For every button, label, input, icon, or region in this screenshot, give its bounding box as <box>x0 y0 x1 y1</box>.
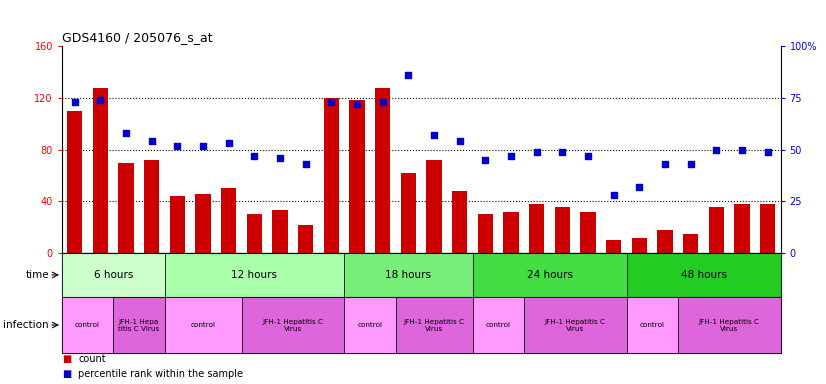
Point <box>376 99 389 105</box>
Point <box>428 132 441 138</box>
Bar <box>472 297 524 353</box>
Point <box>120 130 133 136</box>
Text: 18 hours: 18 hours <box>386 270 431 280</box>
Bar <box>62 297 113 353</box>
Text: ■: ■ <box>62 369 71 379</box>
Bar <box>627 253 781 297</box>
Text: infection: infection <box>3 320 49 330</box>
Point <box>197 142 210 149</box>
Bar <box>709 207 724 253</box>
Bar <box>452 191 468 253</box>
Bar <box>627 297 678 353</box>
Point <box>273 155 287 161</box>
Bar <box>298 225 313 253</box>
Point <box>505 153 518 159</box>
Bar <box>375 88 391 253</box>
Bar <box>344 253 472 297</box>
Text: control: control <box>358 322 382 328</box>
Point <box>401 72 415 78</box>
Text: JFH-1 Hepatitis C
Virus: JFH-1 Hepatitis C Virus <box>404 319 464 331</box>
Point <box>658 161 672 167</box>
Point <box>633 184 646 190</box>
Text: control: control <box>640 322 665 328</box>
Bar <box>324 98 339 253</box>
Bar <box>657 230 672 253</box>
Point <box>350 101 363 107</box>
Bar <box>164 253 344 297</box>
Bar <box>118 162 134 253</box>
Bar <box>678 297 781 353</box>
Bar <box>241 297 344 353</box>
Bar <box>524 297 627 353</box>
Point <box>145 138 159 144</box>
Bar <box>581 212 596 253</box>
Point <box>735 147 748 153</box>
Bar <box>67 111 83 253</box>
Point <box>325 99 338 105</box>
Point <box>684 161 697 167</box>
Point <box>530 149 544 155</box>
Text: count: count <box>78 354 106 364</box>
Text: 24 hours: 24 hours <box>527 270 572 280</box>
Bar <box>170 196 185 253</box>
Point <box>607 192 620 198</box>
Bar <box>273 210 287 253</box>
Bar <box>349 101 365 253</box>
Point <box>582 153 595 159</box>
Text: 48 hours: 48 hours <box>681 270 727 280</box>
Bar <box>396 297 472 353</box>
Text: JFH-1 Hepatitis C
Virus: JFH-1 Hepatitis C Virus <box>545 319 605 331</box>
Text: percentile rank within the sample: percentile rank within the sample <box>78 369 244 379</box>
Bar <box>472 253 627 297</box>
Point <box>94 97 107 103</box>
Bar <box>606 240 621 253</box>
Bar <box>503 212 519 253</box>
Point <box>69 99 82 105</box>
Point <box>479 157 492 163</box>
Bar <box>344 297 396 353</box>
Bar <box>555 207 570 253</box>
Text: time: time <box>26 270 49 280</box>
Bar <box>113 297 164 353</box>
Text: control: control <box>75 322 100 328</box>
Point <box>761 149 774 155</box>
Bar <box>632 238 647 253</box>
Bar <box>144 160 159 253</box>
Text: GDS4160 / 205076_s_at: GDS4160 / 205076_s_at <box>62 31 212 44</box>
Text: control: control <box>486 322 510 328</box>
Text: control: control <box>191 322 216 328</box>
Bar <box>426 160 442 253</box>
Bar <box>401 173 416 253</box>
Text: 6 hours: 6 hours <box>93 270 133 280</box>
Point <box>299 161 312 167</box>
Point <box>710 147 723 153</box>
Bar <box>93 88 108 253</box>
Bar <box>247 214 262 253</box>
Point <box>248 153 261 159</box>
Text: JFH-1 Hepatitis C
Virus: JFH-1 Hepatitis C Virus <box>699 319 760 331</box>
Text: ■: ■ <box>62 354 71 364</box>
Text: 12 hours: 12 hours <box>231 270 278 280</box>
Bar <box>529 204 544 253</box>
Bar <box>760 204 776 253</box>
Bar <box>164 297 241 353</box>
Point <box>453 138 467 144</box>
Point <box>556 149 569 155</box>
Text: JFH-1 Hepa
titis C Virus: JFH-1 Hepa titis C Virus <box>118 319 159 331</box>
Bar <box>62 253 164 297</box>
Bar <box>221 189 236 253</box>
Bar <box>196 194 211 253</box>
Point <box>171 142 184 149</box>
Bar <box>477 214 493 253</box>
Bar <box>734 204 750 253</box>
Text: JFH-1 Hepatitis C
Virus: JFH-1 Hepatitis C Virus <box>263 319 324 331</box>
Point <box>222 141 235 147</box>
Bar <box>683 234 699 253</box>
